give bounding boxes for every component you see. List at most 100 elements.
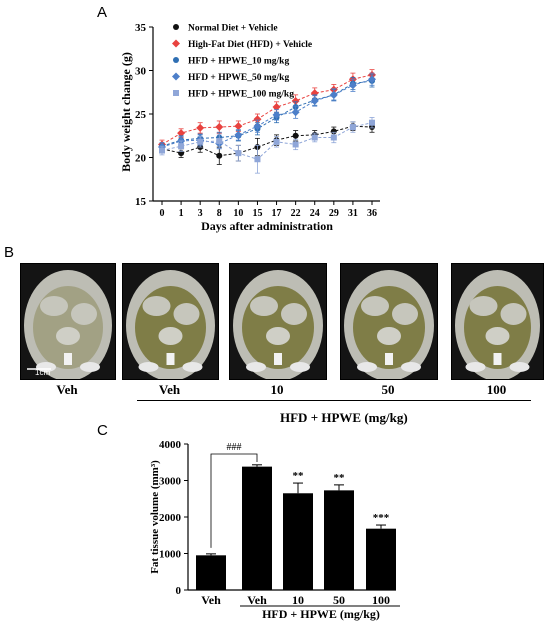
data-point xyxy=(311,134,318,141)
bar-chart-group-label: HFD + HPWE (mg/kg) xyxy=(262,607,380,621)
scale-bar-label: 1cm xyxy=(35,368,51,377)
comparison-label: ### xyxy=(227,442,242,453)
data-point xyxy=(348,81,357,90)
data-point xyxy=(234,130,243,139)
ct-organ xyxy=(500,303,527,325)
data-point xyxy=(177,129,186,138)
x-tick-label: 29 xyxy=(329,208,339,219)
ct-scan-image: 1cm xyxy=(20,263,116,380)
data-point xyxy=(197,138,204,145)
data-point xyxy=(234,122,243,131)
ct-pelvis xyxy=(138,362,159,372)
ct-scan-graphic xyxy=(455,270,540,379)
ct-organ xyxy=(361,296,389,316)
y-tick-label: 25 xyxy=(135,109,147,121)
bar xyxy=(283,493,313,590)
line-chart-ylabel: Body weight change (g) xyxy=(119,52,133,172)
x-tick-label: 15 xyxy=(252,208,262,219)
ct-organ xyxy=(392,303,418,325)
x-tick-label: 0 xyxy=(160,208,165,219)
data-point xyxy=(159,147,165,154)
y-tick-label: 30 xyxy=(135,66,147,78)
ct-organ xyxy=(469,296,498,316)
data-point xyxy=(330,134,337,141)
ct-body xyxy=(24,270,112,379)
series-line xyxy=(161,122,373,160)
data-point xyxy=(272,103,281,112)
x-tick-label: 24 xyxy=(310,208,320,219)
bar-chart-bars: Veh Veh 10 ** 50 ** 100 *** ### xyxy=(196,442,396,607)
series-0 xyxy=(159,121,375,165)
panel-letter-a: A xyxy=(97,4,108,21)
x-tick-label: 31 xyxy=(348,208,358,219)
bar-chart-ylabel: Fat tissue volume (mm³) xyxy=(149,460,161,574)
data-point xyxy=(273,138,280,145)
panel-letter-b: B xyxy=(4,244,15,261)
category-label: 100 xyxy=(372,593,390,607)
data-point xyxy=(291,96,300,105)
ct-organ xyxy=(266,327,290,345)
ct-pelvis xyxy=(465,362,486,372)
category-label: 50 xyxy=(333,593,345,607)
y-tick-label: 2000 xyxy=(159,512,182,524)
ct-pelvis xyxy=(357,362,377,372)
line-chart-legend: Normal Diet + Vehicle High-Fat Diet (HFD)… xyxy=(172,24,312,100)
bar xyxy=(242,466,272,590)
y-tick-label: 4000 xyxy=(159,439,182,451)
ct-scan-graphic xyxy=(344,270,434,379)
ct-scan-image xyxy=(122,263,219,380)
ct-image-label: 50 xyxy=(381,382,395,397)
ct-scan-image xyxy=(451,263,544,380)
ct-spine xyxy=(385,353,393,365)
x-tick-label: 3 xyxy=(198,208,203,219)
ct-pelvis xyxy=(182,362,203,372)
category-label: Veh xyxy=(247,593,267,607)
data-point xyxy=(253,115,262,124)
ct-image-label: Veh xyxy=(158,382,181,397)
ct-organ xyxy=(173,303,200,325)
y-tick-label: 20 xyxy=(135,153,147,165)
ct-organ xyxy=(142,296,171,316)
data-point xyxy=(368,75,376,84)
x-tick-label: 8 xyxy=(217,208,222,219)
x-tick-label: 17 xyxy=(272,208,282,219)
series-3 xyxy=(158,72,376,152)
ct-organ xyxy=(56,327,80,345)
ct-spine xyxy=(274,353,282,365)
ct-organ xyxy=(250,296,278,316)
comparison-bracket xyxy=(210,453,258,548)
ct-scan-graphic xyxy=(233,270,323,379)
data-point xyxy=(215,123,224,132)
ct-pelvis xyxy=(290,362,310,372)
ct-spine xyxy=(493,353,502,365)
y-tick-label: 15 xyxy=(135,196,147,208)
data-point xyxy=(369,119,375,126)
ct-image-label: 10 xyxy=(270,382,284,397)
line-chart-series xyxy=(158,69,376,174)
ct-pelvis xyxy=(80,362,100,372)
bar-chart-axes: 0 1000 2000 3000 4000 xyxy=(159,439,400,607)
legend-marker xyxy=(172,72,180,81)
ct-pelvis xyxy=(246,362,266,372)
y-tick-label: 1000 xyxy=(159,549,182,561)
data-point xyxy=(235,150,242,157)
data-point xyxy=(292,132,299,139)
legend-marker xyxy=(173,24,179,30)
line-chart-axes: 15 20 25 30 35 0 1 3 8 10 15 17 22 24 29 31 36 xyxy=(135,22,380,219)
series-line xyxy=(161,125,373,157)
ct-image-label: 100 xyxy=(486,382,507,397)
x-tick-label: 1 xyxy=(179,208,184,219)
significance-label: *** xyxy=(373,512,390,524)
ct-organ xyxy=(71,303,97,325)
x-tick-label: 36 xyxy=(367,208,377,219)
data-point xyxy=(196,123,205,132)
data-point xyxy=(329,90,338,99)
data-point xyxy=(291,108,300,117)
data-point xyxy=(310,96,319,105)
ct-pelvis xyxy=(509,362,530,372)
legend-label: Normal Diet + Vehicle xyxy=(188,24,278,34)
ct-organ xyxy=(377,327,401,345)
hfd-group-line-b xyxy=(137,400,531,401)
x-tick-label: 10 xyxy=(233,208,243,219)
legend-label: High-Fat Diet (HFD) + Vehicle xyxy=(188,39,312,50)
